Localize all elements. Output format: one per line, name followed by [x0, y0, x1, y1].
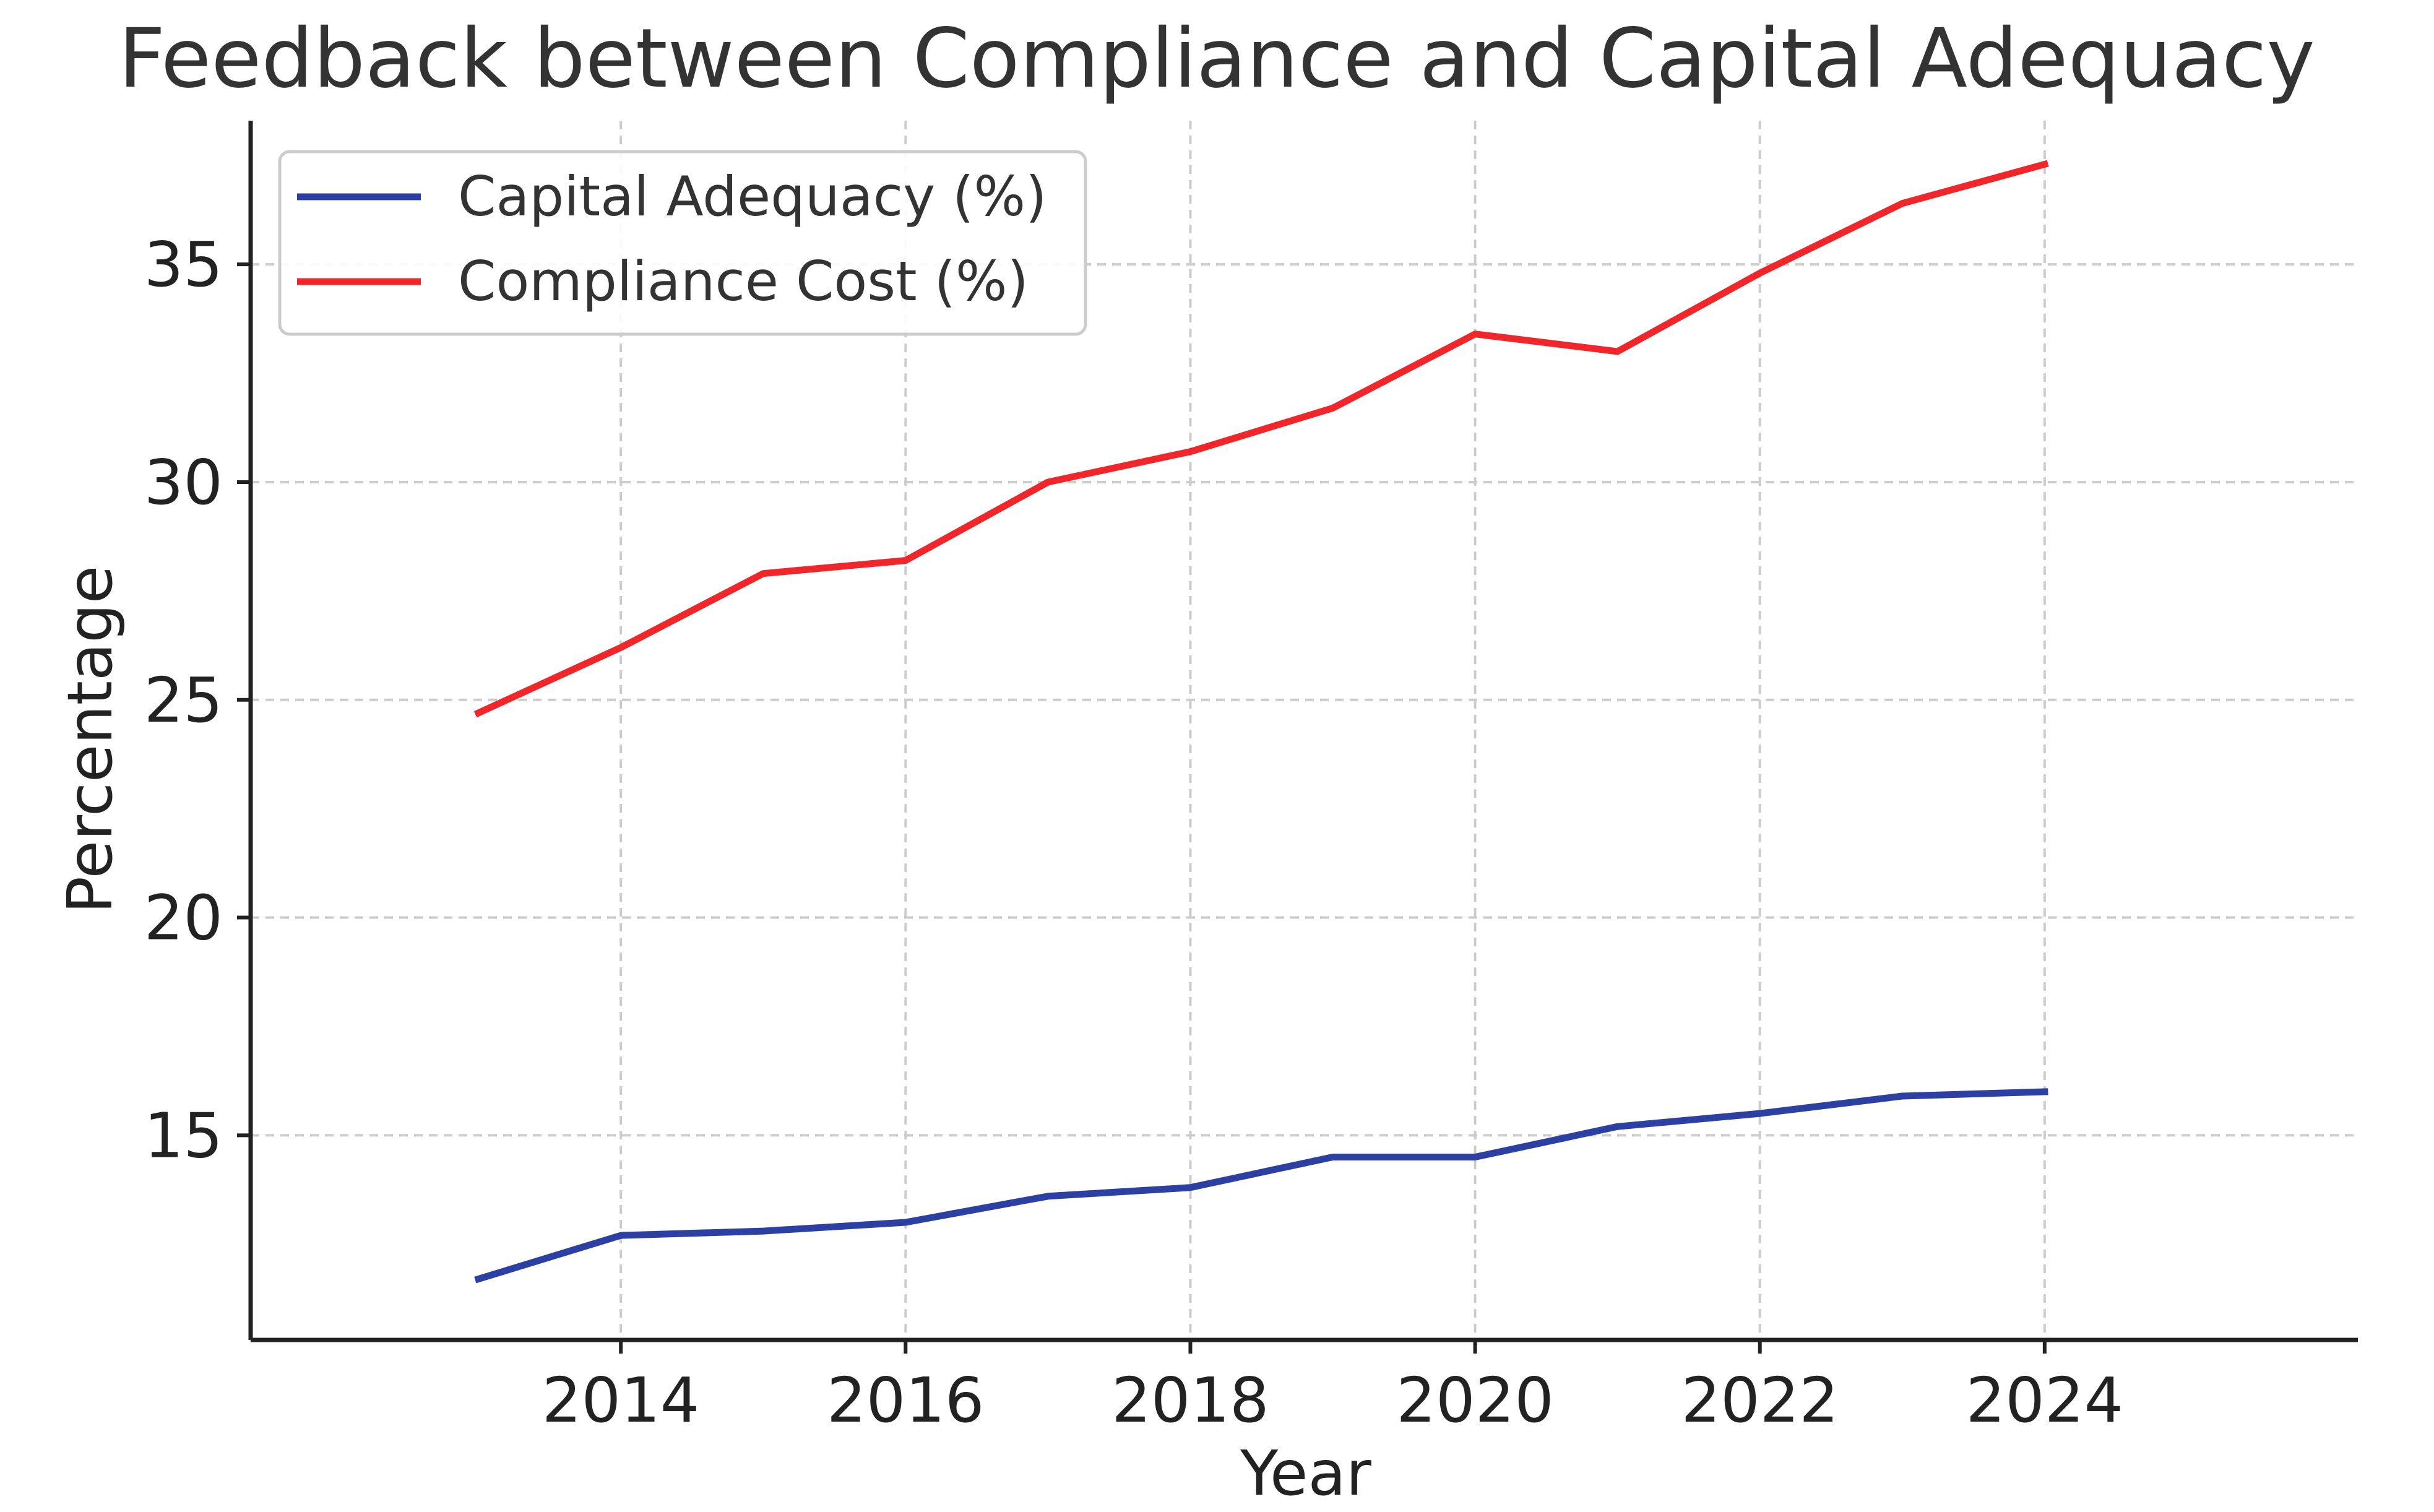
legend-label: Capital Adequacy (%)	[458, 165, 1047, 228]
legend-frame	[278, 150, 1087, 336]
x-axis-label: Year	[1240, 1437, 1372, 1510]
chart-title: Feedback between Compliance and Capital …	[118, 11, 2315, 106]
y-tick-label: 25	[144, 664, 223, 737]
legend-label: Compliance Cost (%)	[458, 249, 1029, 313]
x-tick-label: 2024	[1966, 1364, 2124, 1436]
grid	[251, 121, 2358, 1340]
series-line-2	[473, 160, 2049, 718]
y-tick-label: 15	[144, 1099, 223, 1172]
series-line-1	[474, 1088, 2048, 1284]
x-tick-label: 2016	[827, 1364, 985, 1436]
y-tick-label: 35	[144, 228, 223, 301]
legend: Capital Adequacy (%) Compliance Cost (%)	[278, 150, 1087, 336]
legend-items: Capital Adequacy (%) Compliance Cost (%)	[297, 165, 1047, 313]
series-lines	[473, 160, 2049, 1284]
ticks: 2014 2016 2018 2020 2022 2024 15 20 25 30 35	[144, 228, 2123, 1436]
x-tick-label: 2020	[1396, 1364, 1554, 1436]
y-tick-label: 20	[144, 882, 223, 954]
y-tick-label: 30	[144, 446, 223, 519]
x-tick-label: 2014	[542, 1364, 700, 1436]
x-tick-label: 2018	[1111, 1364, 1269, 1436]
y-axis-label: Percentage	[54, 566, 126, 914]
x-tick-label: 2022	[1681, 1364, 1839, 1436]
